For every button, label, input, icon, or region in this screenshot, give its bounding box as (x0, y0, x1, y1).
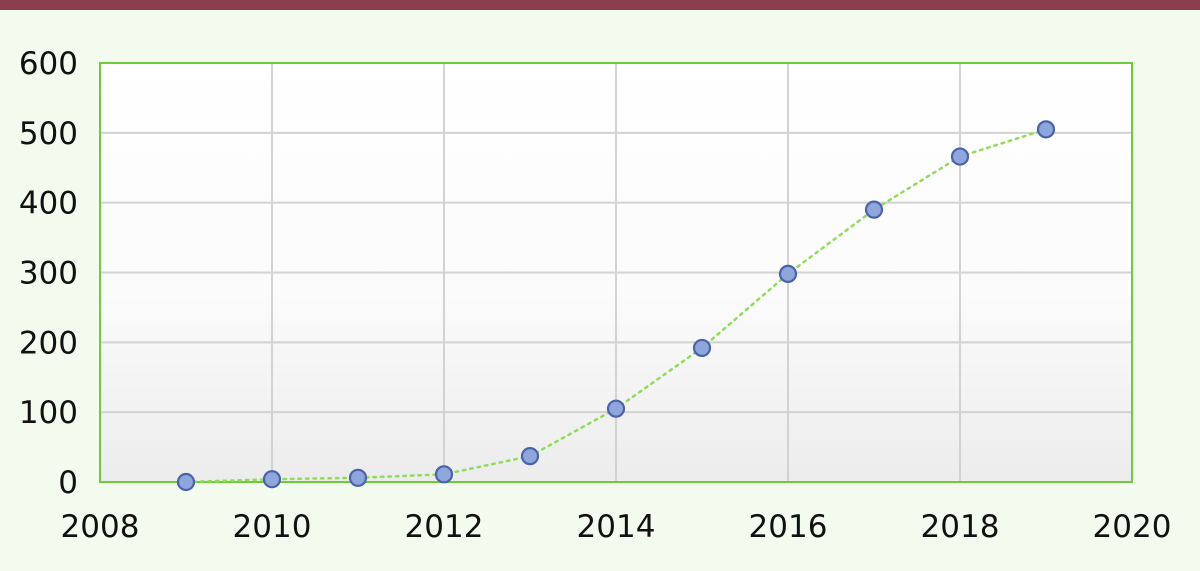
data-point (950, 147, 970, 166)
data-point (434, 465, 454, 484)
y-axis: 0 100 200 300 400 500 600 (19, 46, 78, 501)
data-point (864, 200, 884, 219)
y-tick-label: 100 (19, 395, 78, 431)
data-point (778, 264, 798, 283)
x-tick-label: 2018 (921, 509, 1000, 545)
y-tick-label: 500 (19, 116, 78, 152)
x-tick-label: 2020 (1093, 509, 1172, 545)
data-point (520, 447, 540, 466)
x-tick-label: 2010 (233, 509, 312, 545)
y-tick-label: 200 (19, 325, 78, 361)
y-tick-label: 400 (19, 186, 78, 222)
x-tick-label: 2014 (577, 509, 656, 545)
x-tick-label: 2016 (749, 509, 828, 545)
data-points (176, 120, 1056, 492)
x-axis: 2008 2010 2012 2014 2016 2018 2020 (61, 509, 1172, 545)
data-point (262, 470, 282, 489)
data-point (348, 468, 368, 487)
data-point (692, 338, 712, 358)
y-tick-label: 0 (58, 465, 78, 501)
top-accent-bar (0, 0, 1200, 10)
y-tick-label: 300 (19, 256, 78, 292)
x-tick-label: 2008 (61, 509, 140, 545)
plot-frame (99, 62, 1133, 483)
data-point (176, 472, 196, 492)
y-tick-label: 600 (19, 46, 78, 82)
x-tick-label: 2012 (405, 509, 484, 545)
data-point (606, 399, 626, 418)
data-point (1036, 120, 1056, 139)
